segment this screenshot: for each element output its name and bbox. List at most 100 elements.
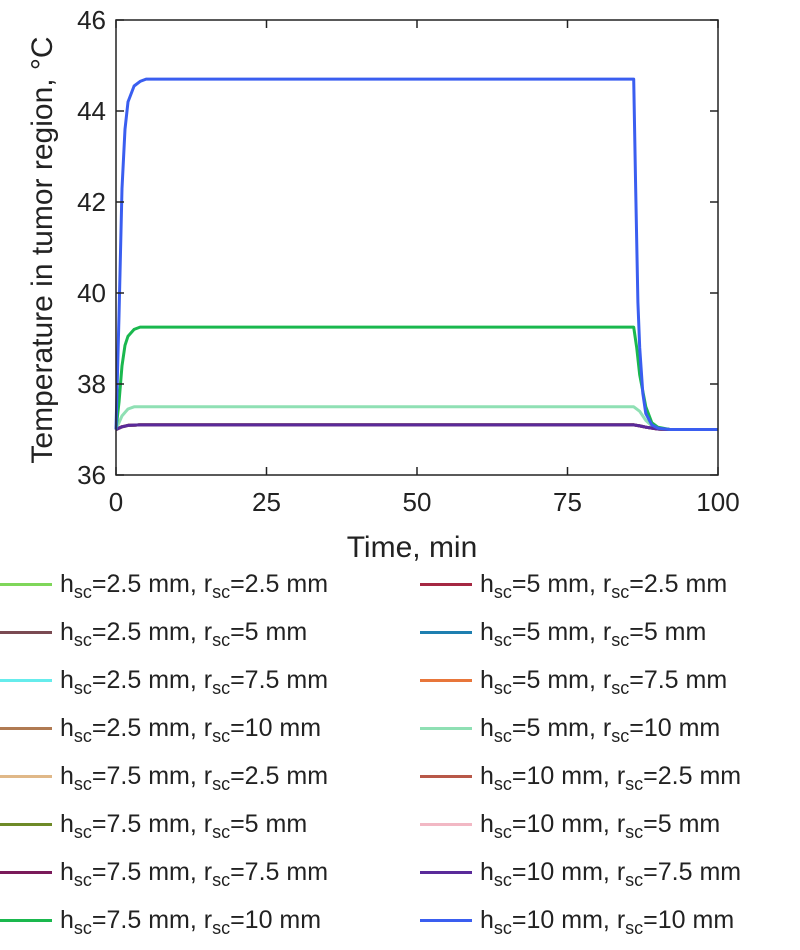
legend-item: hsc=10 mm, rsc=7.5 mm xyxy=(420,848,741,896)
legend-label-rval: =10 mm xyxy=(230,713,322,742)
legend-swatch xyxy=(0,582,52,586)
legend-label: hsc=2.5 mm, rsc=7.5 mm xyxy=(60,665,328,698)
legend-label-h: h xyxy=(60,569,74,598)
legend-label-rsub: sc xyxy=(611,677,630,698)
legend-label-rval: =2.5 mm xyxy=(643,761,742,790)
legend-label-hsub: sc xyxy=(73,773,92,794)
legend-label-r: r xyxy=(203,569,213,598)
legend-label-hval: =7.5 mm, xyxy=(91,857,204,886)
legend-label-rsub: sc xyxy=(212,629,231,650)
legend-label-h: h xyxy=(480,665,494,694)
legend-label-r: r xyxy=(616,857,626,886)
legend-swatch xyxy=(0,918,52,922)
legend-label-r: r xyxy=(616,809,626,838)
legend-label: hsc=7.5 mm, rsc=5 mm xyxy=(60,809,307,842)
legend-label-hsub: sc xyxy=(73,581,92,602)
legend-item: hsc=7.5 mm, rsc=10 mm xyxy=(0,896,321,944)
legend-label-hval: =10 mm, xyxy=(511,857,617,886)
x-tick-label: 50 xyxy=(403,487,432,517)
legend-label-rsub: sc xyxy=(212,581,231,602)
legend-label-h: h xyxy=(60,761,74,790)
legend-label-r: r xyxy=(203,713,213,742)
legend-label-rsub: sc xyxy=(212,869,231,890)
legend-swatch xyxy=(420,870,472,874)
legend-item: hsc=10 mm, rsc=2.5 mm xyxy=(420,752,741,800)
legend-label-hsub: sc xyxy=(493,629,512,650)
legend-swatch xyxy=(0,630,52,634)
legend-label-hval: =2.5 mm, xyxy=(91,665,204,694)
legend-label-h: h xyxy=(60,617,74,646)
legend-label-rsub: sc xyxy=(212,821,231,842)
legend-label-rsub: sc xyxy=(212,677,231,698)
legend-label-h: h xyxy=(60,665,74,694)
legend-label-h: h xyxy=(60,905,74,934)
legend-item: hsc=2.5 mm, rsc=10 mm xyxy=(0,704,321,752)
legend-label-hval: =7.5 mm, xyxy=(91,809,204,838)
legend-swatch xyxy=(0,678,52,682)
legend-label-r: r xyxy=(203,761,213,790)
legend-label-rval: =5 mm xyxy=(629,617,707,646)
legend-item: hsc=7.5 mm, rsc=7.5 mm xyxy=(0,848,328,896)
legend-label-r: r xyxy=(203,857,213,886)
legend-label: hsc=7.5 mm, rsc=2.5 mm xyxy=(60,761,329,794)
legend-label-hval: =2.5 mm, xyxy=(91,713,204,742)
legend-swatch xyxy=(420,774,472,778)
legend-label: hsc=5 mm, rsc=7.5 mm xyxy=(480,665,727,698)
legend-label-hsub: sc xyxy=(73,725,92,746)
legend-swatch xyxy=(420,822,472,826)
legend-label-r: r xyxy=(203,905,213,934)
legend-label-r: r xyxy=(616,761,626,790)
legend-label: hsc=2.5 mm, rsc=2.5 mm xyxy=(60,569,328,602)
legend-swatch xyxy=(0,870,52,874)
legend-label-h: h xyxy=(480,569,494,598)
legend-label-r: r xyxy=(203,665,213,694)
x-tick-label: 75 xyxy=(553,487,582,517)
legend-label-rval: =2.5 mm xyxy=(629,569,728,598)
legend-label-r: r xyxy=(602,569,612,598)
legend-label-hsub: sc xyxy=(73,869,92,890)
legend-label-hsub: sc xyxy=(73,821,92,842)
legend: hsc=2.5 mm, rsc=2.5 mm hsc=5 mm, rsc=2.5 … xyxy=(0,560,800,950)
legend-label-hsub: sc xyxy=(73,629,92,650)
legend-label-h: h xyxy=(480,761,494,790)
legend-item: hsc=5 mm, rsc=2.5 mm xyxy=(420,560,727,608)
legend-label-hsub: sc xyxy=(493,725,512,746)
legend-label-hval: =10 mm, xyxy=(511,761,617,790)
legend-item: hsc=7.5 mm, rsc=2.5 mm xyxy=(0,752,328,800)
legend-label-rval: =10 mm xyxy=(230,905,322,934)
legend-label-hval: =5 mm, xyxy=(511,617,603,646)
legend-swatch xyxy=(420,678,472,682)
x-tick-label: 25 xyxy=(252,487,281,517)
legend-label-hsub: sc xyxy=(493,581,512,602)
legend-label-hsub: sc xyxy=(493,869,512,890)
legend-item: hsc=7.5 mm, rsc=5 mm xyxy=(0,800,307,848)
legend-label: hsc=10 mm, rsc=7.5 mm xyxy=(480,857,742,890)
legend-label-hval: =5 mm, xyxy=(511,713,603,742)
x-tick-label: 0 xyxy=(109,487,123,517)
legend-label-r: r xyxy=(203,617,213,646)
legend-label-hval: =10 mm, xyxy=(511,809,617,838)
y-tick-label: 42 xyxy=(77,187,106,217)
legend-label-hsub: sc xyxy=(493,821,512,842)
legend-label-hval: =10 mm, xyxy=(511,905,617,934)
legend-label-h: h xyxy=(480,905,494,934)
legend-label-rval: =2.5 mm xyxy=(230,761,329,790)
legend-label-rsub: sc xyxy=(212,917,231,938)
legend-label-rval: =10 mm xyxy=(629,713,721,742)
legend-label: hsc=2.5 mm, rsc=10 mm xyxy=(60,713,322,746)
y-tick-label: 44 xyxy=(77,96,106,126)
series-line-14 xyxy=(114,325,718,431)
temperature-line-chart: 0 25 50 75 100 36 38 40 42 44 46 Time, min Tempera… xyxy=(26,5,740,564)
legend-label: hsc=5 mm, rsc=10 mm xyxy=(480,713,721,746)
legend-label-h: h xyxy=(480,809,494,838)
legend-label-h: h xyxy=(480,617,494,646)
legend-item: hsc=5 mm, rsc=7.5 mm xyxy=(420,656,727,704)
legend-label-h: h xyxy=(60,713,74,742)
legend-label-hsub: sc xyxy=(73,677,92,698)
legend-label-h: h xyxy=(480,713,494,742)
legend-label-hsub: sc xyxy=(493,917,512,938)
legend-label-hsub: sc xyxy=(493,773,512,794)
series-line-15 xyxy=(114,77,718,431)
x-axis-label: Time, min xyxy=(347,531,478,564)
legend-label-rval: =7.5 mm xyxy=(643,857,742,886)
